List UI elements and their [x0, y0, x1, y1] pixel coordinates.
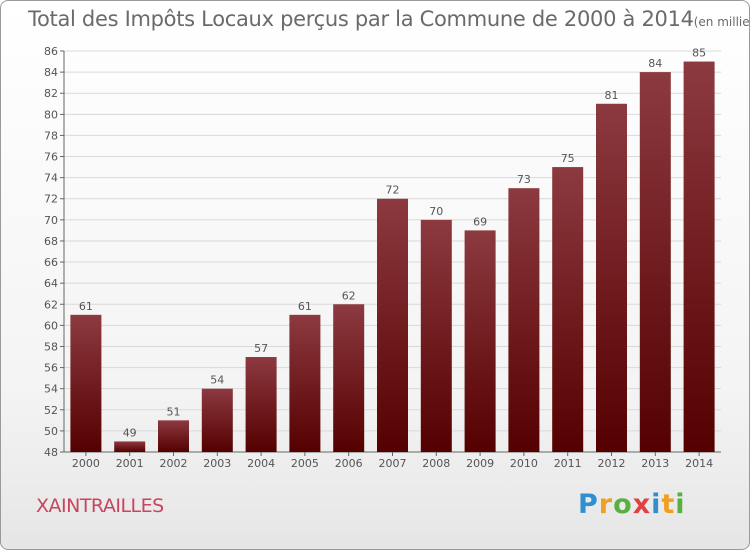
y-tick-label: 74 — [44, 172, 58, 185]
y-tick-label: 86 — [44, 45, 58, 58]
y-tick-label: 62 — [44, 298, 58, 311]
y-tick-label: 70 — [44, 214, 58, 227]
bar-value-label: 61 — [79, 300, 93, 313]
bar-value-label: 70 — [429, 205, 443, 218]
y-tick-label: 48 — [44, 446, 58, 459]
x-tick-label: 2009 — [466, 457, 494, 470]
bar — [508, 188, 540, 452]
y-tick-label: 80 — [44, 108, 58, 121]
x-tick-label: 2005 — [291, 457, 319, 470]
bar-value-label: 85 — [692, 47, 706, 60]
x-tick-label: 2012 — [598, 457, 626, 470]
x-tick-label: 2001 — [116, 457, 144, 470]
x-tick-label: 2008 — [422, 457, 450, 470]
bar-value-label: 49 — [123, 426, 137, 439]
bar-value-label: 54 — [210, 374, 224, 387]
proxiti-logo: Proxiti — [578, 483, 698, 527]
chart-title-unit: (en milliers d'€) — [693, 15, 750, 29]
x-tick-label: 2006 — [335, 457, 363, 470]
bar-value-label: 62 — [342, 289, 356, 302]
x-tick-label: 2007 — [379, 457, 407, 470]
x-tick-label: 2013 — [641, 457, 669, 470]
bar-value-label: 69 — [473, 215, 487, 228]
bar — [289, 314, 321, 452]
chart-title: Total des Impôts Locaux perçus par la Co… — [28, 7, 750, 31]
x-tick-label: 2000 — [72, 457, 100, 470]
proxiti-logo-graphic: Proxiti — [578, 489, 686, 520]
bar — [201, 388, 233, 452]
x-tick-label: 2003 — [203, 457, 231, 470]
bar — [70, 314, 102, 452]
y-tick-label: 54 — [44, 383, 58, 396]
y-tick-label: 66 — [44, 256, 58, 269]
y-tick-label: 60 — [44, 319, 58, 332]
x-tick-label: 2004 — [247, 457, 275, 470]
bar — [245, 357, 277, 452]
svg-text:Proxiti: Proxiti — [578, 489, 686, 520]
y-tick-label: 68 — [44, 235, 58, 248]
commune-name: XAINTRAILLES — [36, 495, 164, 517]
bar-value-label: 81 — [605, 89, 619, 102]
bar — [333, 304, 365, 452]
bar-value-label: 75 — [561, 152, 575, 165]
bar-value-label: 61 — [298, 300, 312, 313]
bar — [158, 420, 189, 452]
bar — [639, 72, 671, 453]
y-tick-label: 64 — [44, 277, 58, 290]
bar-value-label: 51 — [167, 405, 181, 418]
chart-title-text: Total des Impôts Locaux perçus par la Co… — [28, 7, 694, 31]
x-tick-label: 2010 — [510, 457, 538, 470]
bar — [596, 103, 627, 453]
y-tick-label: 82 — [44, 87, 58, 100]
x-tick-label: 2011 — [554, 457, 582, 470]
bar — [683, 61, 715, 452]
bar-value-label: 73 — [517, 173, 531, 186]
bar — [377, 198, 408, 452]
bar — [420, 219, 452, 452]
y-tick-label: 84 — [44, 66, 58, 79]
y-tick-label: 56 — [44, 362, 58, 375]
y-tick-label: 58 — [44, 340, 58, 353]
bar-value-label: 84 — [648, 57, 662, 70]
bar — [464, 230, 496, 452]
y-tick-label: 52 — [44, 404, 58, 417]
x-tick-label: 2002 — [160, 457, 188, 470]
y-tick-label: 72 — [44, 193, 58, 206]
y-tick-label: 50 — [44, 425, 58, 438]
bar-value-label: 72 — [386, 184, 400, 197]
bar — [552, 167, 584, 452]
bar — [114, 441, 146, 452]
y-tick-label: 76 — [44, 151, 58, 164]
bar-value-label: 57 — [254, 342, 268, 355]
x-tick-label: 2014 — [685, 457, 713, 470]
y-tick-label: 78 — [44, 129, 58, 142]
